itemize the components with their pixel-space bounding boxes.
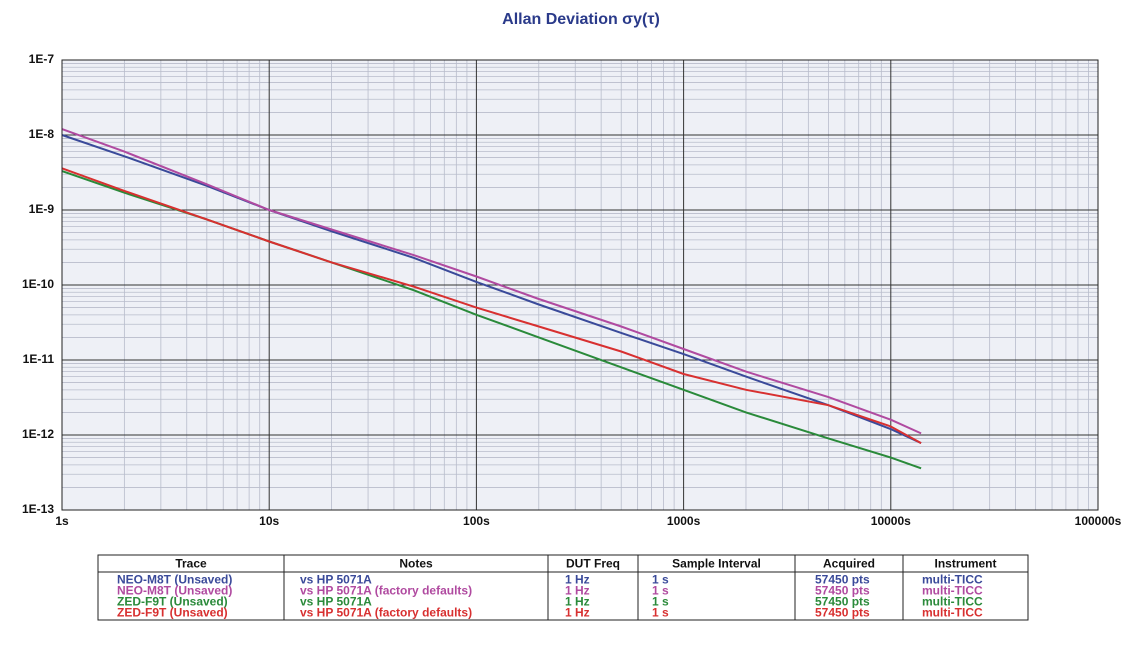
table-cell: vs HP 5071A [300,595,372,609]
y-tick-label: 1E-7 [29,52,55,66]
table-frame [97,554,1029,621]
y-tick-label: 1E-11 [23,352,55,366]
table-cell: vs HP 5071A (factory defaults) [300,606,472,620]
table-cell: 1 s [652,573,669,587]
table-cell: ZED-F9T (Unsaved) [117,606,228,620]
table-cell: 1 Hz [565,595,590,609]
table-cell: 57450 pts [815,573,870,587]
y-tick-label: 1E-9 [29,202,55,216]
series-line [61,134,922,445]
y-tick-label: 1E-10 [22,277,54,291]
x-tick-label: 1s [55,514,69,528]
table-header: Trace [175,557,207,571]
table-cell: 1 Hz [565,606,590,620]
x-tick-label: 100000s [1075,514,1122,528]
table-header: Notes [399,557,433,571]
table-cell: 1 s [652,584,669,598]
chart-title: Allan Deviation σy(τ) [502,11,660,28]
x-tick-label: 1000s [667,514,701,528]
table-cell: 1 Hz [565,584,590,598]
table-cell: multi-TICC [922,584,983,598]
table-header: Instrument [934,557,996,571]
y-tick-label: 1E-8 [29,127,55,141]
table-cell: 1 Hz [565,573,590,587]
series-line [61,128,922,435]
table-cell: 1 s [652,595,669,609]
table-header: DUT Freq [566,557,620,571]
table-header: Sample Interval [672,557,761,571]
table-header: Acquired [823,557,875,571]
table-cell: ZED-F9T (Unsaved) [117,595,228,609]
table-cell: multi-TICC [922,606,983,620]
table-cell: multi-TICC [922,573,983,587]
table-cell: 57450 pts [815,584,870,598]
x-tick-label: 10000s [871,514,911,528]
series-line [61,167,922,444]
x-tick-label: 100s [463,514,490,528]
plot-frame [61,59,1099,511]
y-tick-label: 1E-12 [22,427,54,441]
table-cell: NEO-M8T (Unsaved) [117,573,232,587]
table-cell: 57450 pts [815,606,870,620]
table-cell: 1 s [652,606,669,620]
table-cell: vs HP 5071A (factory defaults) [300,584,472,598]
table-cell: multi-TICC [922,595,983,609]
table-cell: vs HP 5071A [300,573,372,587]
y-tick-label: 1E-13 [22,502,54,516]
table-cell: NEO-M8T (Unsaved) [117,584,232,598]
x-tick-label: 10s [259,514,279,528]
table-cell: 57450 pts [815,595,870,609]
